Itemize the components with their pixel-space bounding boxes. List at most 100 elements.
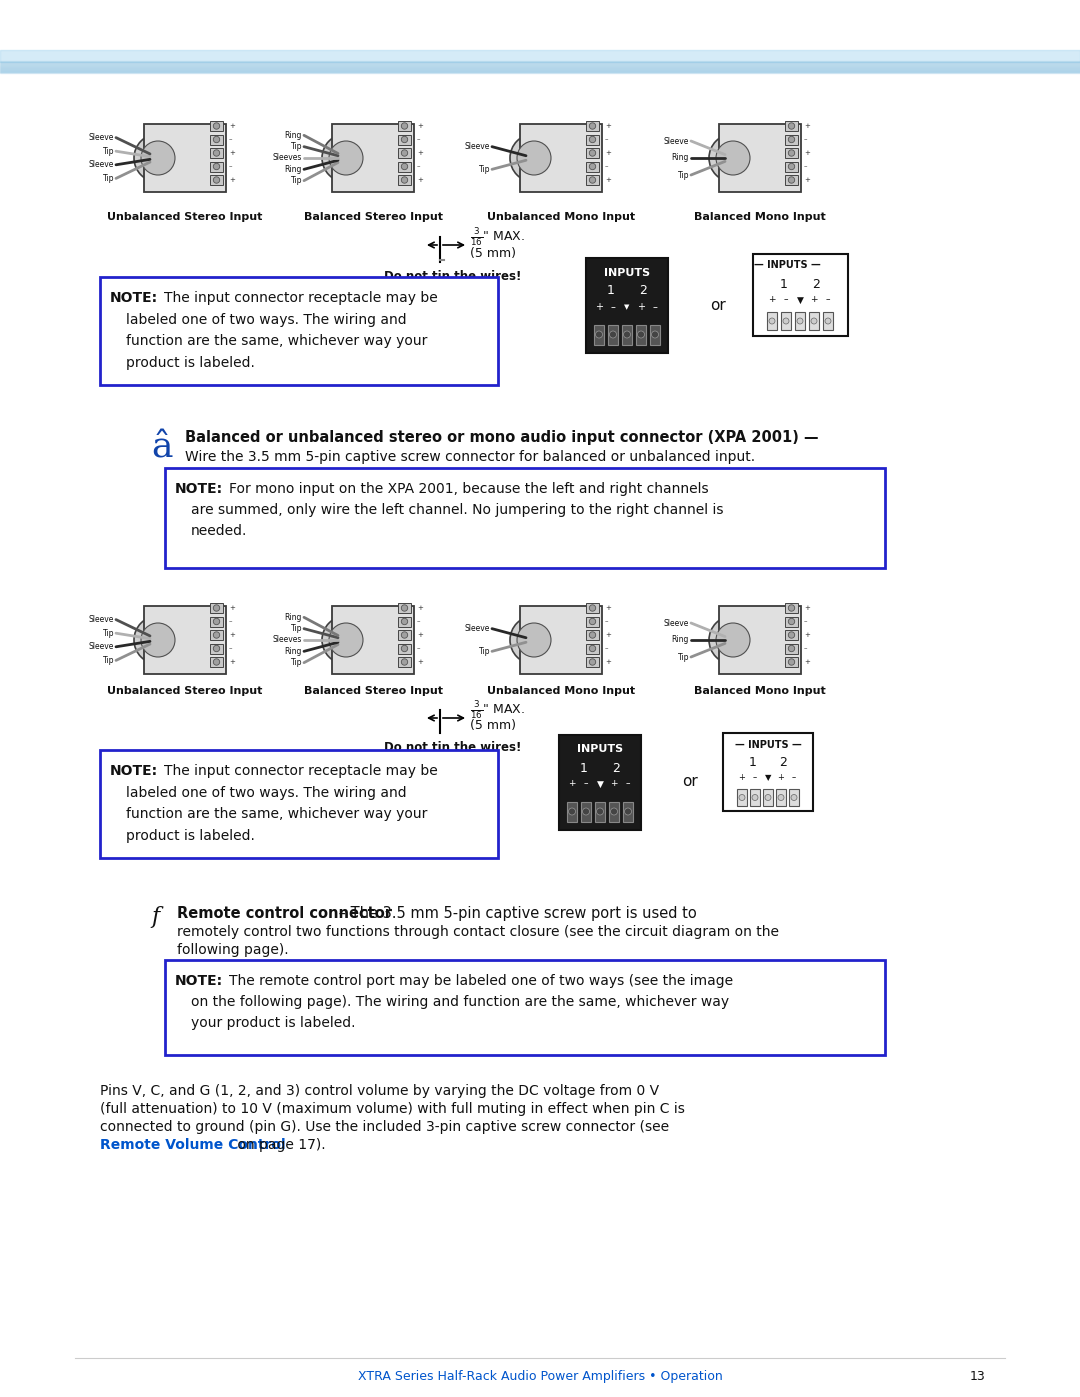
Text: +: + [605, 659, 611, 665]
Circle shape [214, 659, 219, 665]
Bar [785, 630, 798, 640]
Bar [586, 175, 599, 184]
Text: Tip: Tip [103, 147, 114, 155]
Text: –: – [605, 137, 608, 142]
Text: –: – [652, 302, 658, 312]
Circle shape [402, 631, 408, 638]
Bar [785, 134, 798, 144]
Bar [723, 733, 813, 812]
Text: Sleeves: Sleeves [272, 154, 302, 162]
Bar [399, 122, 411, 131]
Text: Sleeves: Sleeves [272, 636, 302, 644]
Circle shape [788, 163, 795, 169]
Text: +: + [804, 177, 810, 183]
Circle shape [510, 616, 558, 664]
Bar [165, 468, 885, 569]
Circle shape [134, 616, 183, 664]
Circle shape [517, 141, 551, 175]
Bar [785, 616, 798, 626]
Circle shape [752, 795, 758, 800]
Bar [399, 644, 411, 654]
Text: NOTE:: NOTE: [175, 974, 224, 988]
Text: Unbalanced Stereo Input: Unbalanced Stereo Input [107, 686, 262, 696]
Circle shape [708, 134, 757, 182]
Bar [785, 604, 798, 613]
Bar [399, 175, 411, 184]
Text: Remote control connector: Remote control connector [177, 907, 392, 921]
Text: +: + [229, 177, 234, 183]
Bar [795, 312, 805, 330]
Bar [753, 254, 848, 337]
Circle shape [590, 631, 596, 638]
Text: +: + [610, 780, 618, 788]
Text: f: f [151, 907, 159, 928]
Bar [586, 644, 599, 654]
Text: (5 mm): (5 mm) [470, 719, 516, 732]
Text: Ring: Ring [672, 154, 689, 162]
Circle shape [402, 163, 408, 169]
Circle shape [797, 319, 804, 324]
Text: Tip: Tip [291, 658, 302, 668]
Text: +: + [417, 605, 423, 610]
Text: (full attenuation) to 10 V (maximum volume) with full muting in effect when pin : (full attenuation) to 10 V (maximum volu… [100, 1102, 685, 1116]
Bar [399, 148, 411, 158]
Circle shape [329, 141, 363, 175]
Text: your product is labeled.: your product is labeled. [191, 1016, 355, 1030]
Text: ▼: ▼ [797, 296, 804, 305]
Text: Sleeve: Sleeve [89, 615, 114, 624]
Circle shape [716, 141, 750, 175]
Circle shape [788, 149, 795, 156]
Text: connected to ground (pin G). Use the included 3-pin captive screw connector (see: connected to ground (pin G). Use the inc… [100, 1120, 670, 1134]
Bar [399, 630, 411, 640]
Text: 2: 2 [812, 278, 820, 292]
Bar [559, 735, 642, 830]
Bar [144, 606, 226, 673]
Bar [100, 750, 498, 858]
Text: +: + [595, 302, 603, 312]
Bar [332, 606, 414, 673]
Text: following page).: following page). [177, 943, 288, 957]
Text: Sleeve: Sleeve [464, 624, 490, 633]
Text: Tip: Tip [478, 647, 490, 655]
Bar [581, 802, 591, 821]
Bar [399, 134, 411, 144]
Text: +: + [605, 149, 611, 156]
Bar [210, 630, 222, 640]
Circle shape [510, 134, 558, 182]
Circle shape [590, 137, 596, 142]
Text: – The 3.5 mm 5-pin captive screw port is used to: – The 3.5 mm 5-pin captive screw port is… [334, 907, 697, 921]
Bar [210, 644, 222, 654]
Text: — INPUTS —: — INPUTS — [755, 260, 821, 270]
Text: INPUTS: INPUTS [604, 267, 650, 278]
Text: Ring: Ring [285, 613, 302, 622]
Text: +: + [605, 123, 611, 129]
Circle shape [322, 134, 370, 182]
Bar [519, 606, 602, 673]
Circle shape [596, 807, 604, 814]
Circle shape [637, 331, 645, 338]
Text: –: – [753, 774, 757, 782]
Bar [789, 789, 799, 806]
Text: +: + [229, 659, 234, 665]
Bar [210, 616, 222, 626]
Bar [622, 324, 632, 345]
Bar [144, 124, 226, 191]
Text: +: + [417, 631, 423, 638]
Text: Ring: Ring [285, 131, 302, 140]
Text: –: – [605, 645, 608, 651]
Bar [0, 50, 1080, 61]
Text: –: – [826, 296, 831, 305]
Text: –: – [804, 137, 808, 142]
Text: Unbalanced Mono Input: Unbalanced Mono Input [487, 686, 635, 696]
Text: labeled one of two ways. The wiring and: labeled one of two ways. The wiring and [126, 313, 407, 327]
Text: +: + [768, 296, 775, 305]
Circle shape [778, 795, 784, 800]
Text: 1: 1 [607, 285, 615, 298]
Text: product is labeled.: product is labeled. [126, 356, 255, 370]
Bar [636, 324, 646, 345]
Circle shape [716, 623, 750, 657]
Circle shape [590, 605, 596, 612]
Text: +: + [229, 149, 234, 156]
Circle shape [141, 623, 175, 657]
Text: +: + [568, 780, 576, 788]
